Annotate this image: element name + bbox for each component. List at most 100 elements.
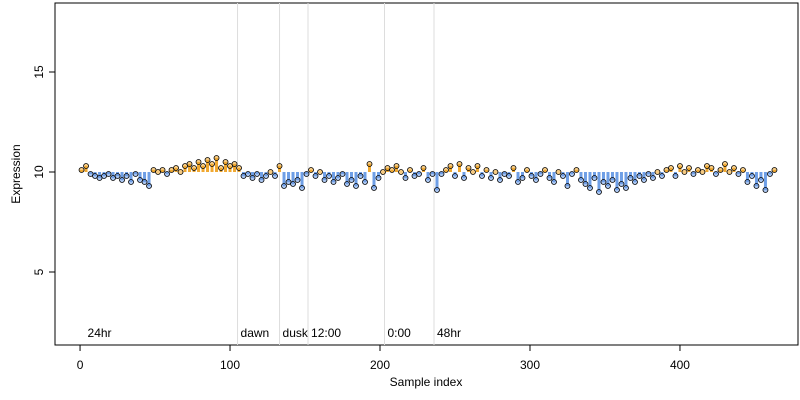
point xyxy=(173,165,179,171)
point xyxy=(560,173,566,179)
point xyxy=(524,167,530,173)
point xyxy=(668,165,674,171)
point xyxy=(371,185,377,191)
point xyxy=(416,171,422,177)
y-tick-label: 15 xyxy=(32,65,46,79)
point xyxy=(272,173,278,179)
point xyxy=(740,167,746,173)
point xyxy=(348,177,355,183)
point xyxy=(209,161,215,167)
point xyxy=(528,173,535,179)
point xyxy=(546,175,553,181)
point xyxy=(758,177,764,183)
point xyxy=(105,171,112,177)
point xyxy=(551,179,557,185)
x-tick-label: 200 xyxy=(370,358,390,372)
point xyxy=(294,177,301,183)
point xyxy=(321,177,328,183)
point xyxy=(564,183,571,189)
point xyxy=(299,185,305,191)
point xyxy=(654,169,661,175)
point xyxy=(744,179,751,185)
point xyxy=(596,189,602,195)
point xyxy=(128,179,134,185)
point xyxy=(650,175,656,181)
point xyxy=(470,169,476,175)
point xyxy=(699,169,706,175)
point xyxy=(218,165,224,171)
point xyxy=(753,183,760,189)
point xyxy=(555,169,562,175)
point xyxy=(713,171,719,177)
point xyxy=(267,169,274,175)
point xyxy=(605,183,611,189)
point xyxy=(357,173,364,179)
point xyxy=(245,171,251,177)
point xyxy=(398,169,404,175)
point xyxy=(263,173,269,179)
point xyxy=(330,179,337,185)
point xyxy=(519,175,526,181)
annotation-label: 0:00 xyxy=(388,326,412,340)
point xyxy=(722,161,728,167)
point xyxy=(614,187,620,193)
point xyxy=(317,169,323,175)
point xyxy=(177,169,184,175)
point xyxy=(623,185,629,191)
point xyxy=(407,167,413,173)
point xyxy=(569,171,575,177)
point xyxy=(213,155,220,161)
point xyxy=(236,165,242,171)
point xyxy=(672,173,679,179)
point xyxy=(375,175,382,181)
plot-frame xyxy=(54,2,799,346)
point xyxy=(627,175,634,181)
point xyxy=(645,171,652,177)
point xyxy=(447,163,454,169)
annotation-label: 48hr xyxy=(437,326,461,340)
point xyxy=(393,163,400,169)
x-tick-label: 300 xyxy=(520,358,540,372)
point xyxy=(573,167,580,173)
point xyxy=(717,167,724,173)
point xyxy=(402,175,409,181)
point xyxy=(78,167,85,173)
point xyxy=(609,177,616,183)
point xyxy=(186,161,193,167)
point xyxy=(771,167,778,173)
point xyxy=(542,167,548,173)
point xyxy=(681,169,688,175)
point xyxy=(456,161,463,167)
point xyxy=(83,163,89,169)
point xyxy=(483,167,490,173)
point xyxy=(438,171,445,177)
point xyxy=(582,181,589,187)
point xyxy=(249,175,256,181)
point xyxy=(636,173,643,179)
point xyxy=(204,157,211,163)
annotation-label: dawn xyxy=(241,326,270,340)
point xyxy=(492,169,499,175)
point xyxy=(708,165,715,171)
annotation-label: 24hr xyxy=(88,326,112,340)
point xyxy=(578,177,584,183)
point xyxy=(497,177,503,183)
point xyxy=(164,171,170,177)
point xyxy=(429,171,436,177)
point xyxy=(515,179,521,185)
point xyxy=(677,163,683,169)
point xyxy=(461,175,467,181)
point xyxy=(452,173,458,179)
point xyxy=(389,167,395,173)
point xyxy=(222,159,229,165)
point xyxy=(731,165,737,171)
point xyxy=(425,177,431,183)
x-tick-label: 0 xyxy=(77,358,84,372)
point xyxy=(114,173,121,179)
point xyxy=(690,171,697,177)
y-tick-label: 5 xyxy=(32,268,46,275)
point xyxy=(200,163,206,169)
point xyxy=(326,173,332,179)
y-axis-label: Expression xyxy=(9,144,23,203)
